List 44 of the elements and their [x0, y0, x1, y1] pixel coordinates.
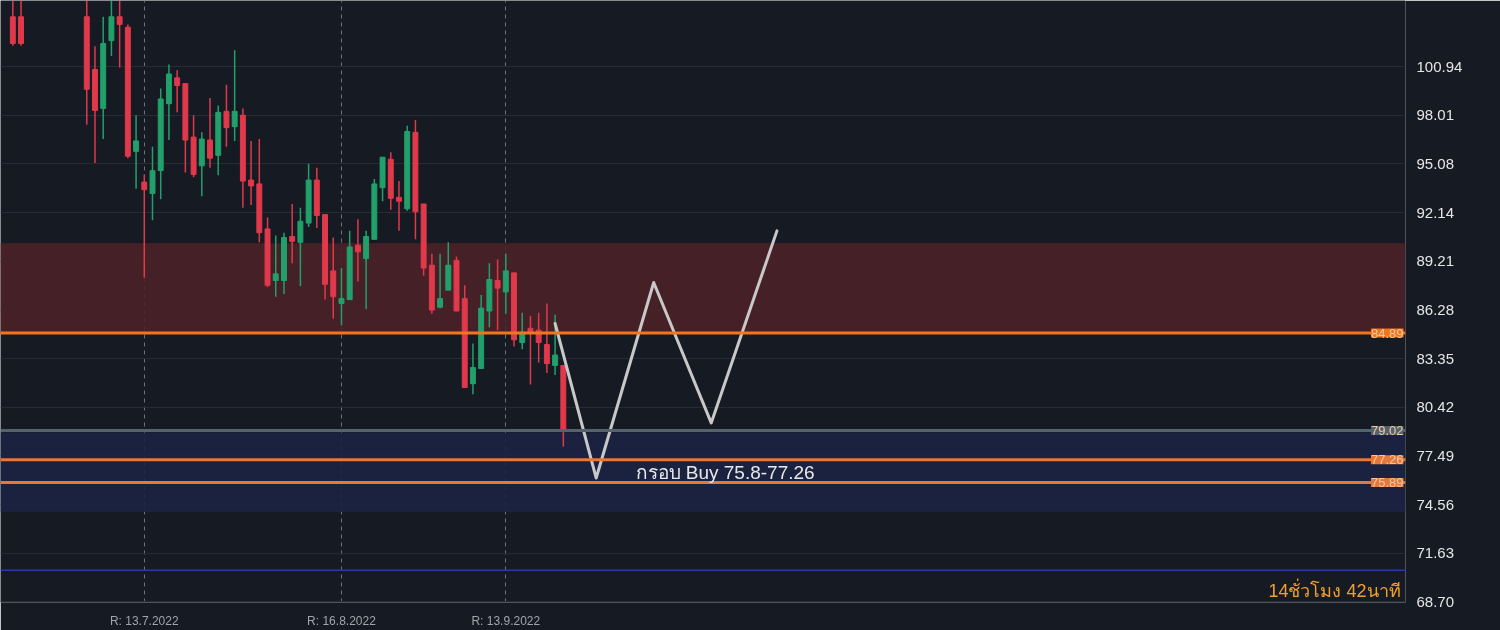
y-tick-label: 74.56 [1416, 495, 1455, 513]
candlestick [338, 267, 345, 327]
candlestick [133, 114, 140, 190]
y-tick-label: 71.63 [1416, 544, 1455, 562]
y-tick-label: 80.42 [1416, 398, 1455, 416]
y-tick-label: 86.28 [1416, 301, 1455, 319]
y-tick-label: 92.14 [1416, 203, 1455, 221]
candlestick [354, 218, 361, 283]
candlestick [363, 229, 370, 310]
ref-line-label: 77.26 [1370, 452, 1404, 468]
y-tick-label: 89.21 [1416, 252, 1455, 270]
candlestick [223, 83, 230, 148]
y-tick-label: 100.94 [1416, 57, 1463, 75]
y-tick-label: 83.35 [1416, 349, 1455, 367]
candlestick [272, 234, 279, 298]
ref-line-label: 75.89 [1370, 475, 1404, 490]
ref-line-label: 84.89 [1370, 325, 1404, 341]
candlestick [527, 315, 534, 386]
candlestick [116, 0, 123, 69]
candlestick [231, 49, 238, 142]
y-tick-label: 95.08 [1416, 154, 1455, 172]
x-tick-label: R: 13.9.2022 [471, 613, 541, 628]
candlestick [437, 253, 444, 309]
candlestick [494, 258, 501, 331]
candlestick [469, 342, 476, 395]
candlestick [207, 97, 213, 169]
candlestick [141, 173, 148, 279]
candlestick [149, 145, 156, 221]
candlestick [174, 69, 181, 114]
y-tick-label: 77.49 [1416, 446, 1455, 464]
y-tick-label: 68.70 [1416, 592, 1455, 610]
candlestick [108, 0, 115, 57]
candlestick [552, 314, 559, 376]
x-tick-label: R: 16.8.2022 [307, 613, 377, 628]
candlestick [396, 180, 402, 232]
candlestick [289, 203, 296, 264]
y-tick-label: 98.01 [1416, 106, 1455, 124]
ref-line-label: 79.02 [1370, 423, 1404, 439]
candlestick [248, 140, 255, 206]
x-tick-label: R: 13.7.2022 [109, 613, 179, 628]
annotation: กรอบ Buy 75.8-77.26 [635, 462, 815, 483]
candlestick [502, 253, 509, 315]
annotation: 14ชั่วโมง 42นาที [1268, 577, 1401, 601]
candlestick [543, 302, 550, 374]
